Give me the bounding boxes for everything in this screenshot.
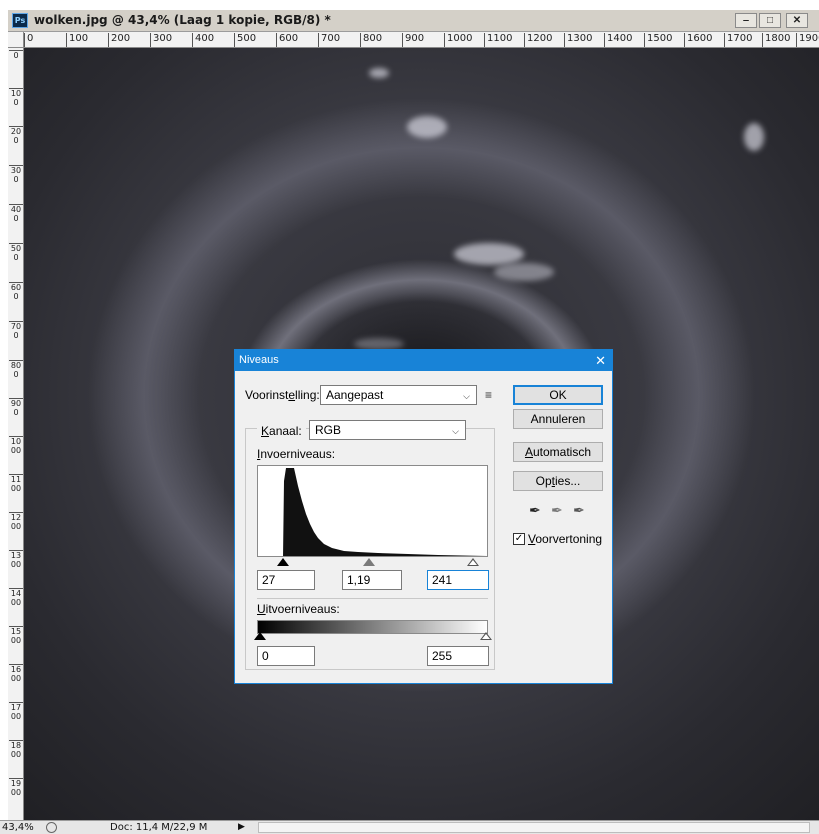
preset-select[interactable]: Aangepast ⌵ — [320, 385, 477, 405]
vruler-label: 1300 — [9, 550, 23, 569]
hruler-label: 1400 — [604, 33, 632, 47]
hruler-label: 1100 — [484, 33, 512, 47]
hruler-label: 1600 — [684, 33, 712, 47]
photoshop-icon: Ps — [12, 13, 28, 28]
hruler-label: 300 — [150, 33, 172, 47]
channel-select[interactable]: RGB ⌵ — [309, 420, 466, 440]
auto-button[interactable]: Automatisch — [513, 442, 603, 462]
vruler-label: 1900 — [9, 778, 23, 797]
vruler-label: 0 — [9, 50, 23, 60]
vruler-label: 200 — [9, 126, 23, 145]
vruler-label: 1100 — [9, 474, 23, 493]
hruler-label: 1200 — [524, 33, 552, 47]
vruler-label: 1600 — [9, 664, 23, 683]
cloud-highlight — [407, 116, 447, 138]
hruler-label: 1300 — [564, 33, 592, 47]
input-black-field[interactable]: 27 — [257, 570, 315, 590]
cloud-highlight — [354, 338, 404, 350]
output-gradient — [257, 620, 488, 634]
hruler-label: 1700 — [724, 33, 752, 47]
levels-dialog: Niveaus ✕ Voorinstelling: Aangepast ⌵ ≡ … — [234, 349, 613, 684]
preview-label: Voorvertoning — [528, 532, 603, 546]
black-eyedropper-icon[interactable]: ✒ — [529, 502, 541, 518]
close-document-button[interactable]: ✕ — [786, 13, 808, 28]
cloud-highlight — [369, 68, 389, 78]
dialog-title: Niveaus — [239, 354, 279, 366]
vertical-ruler[interactable]: 0 100 200 300 400 500 600 700 800 900 10… — [8, 48, 24, 820]
output-white-slider[interactable] — [480, 632, 492, 640]
vruler-label: 1400 — [9, 588, 23, 607]
output-levels-label: Uitvoerniveaus: — [257, 602, 340, 616]
output-black-slider[interactable] — [254, 632, 266, 640]
vruler-label: 700 — [9, 321, 23, 340]
hruler-label: 1800 — [762, 33, 790, 47]
document-size: Doc: 11,4 M/22,9 M — [110, 822, 208, 833]
vruler-label: 900 — [9, 398, 23, 417]
preview-checkbox[interactable]: ✓ — [513, 533, 525, 545]
vruler-label: 1200 — [9, 512, 23, 531]
hruler-label: 900 — [402, 33, 424, 47]
histogram — [257, 465, 488, 557]
vruler-label: 400 — [9, 204, 23, 223]
hruler-label: 700 — [318, 33, 340, 47]
chevron-down-icon: ⌵ — [463, 391, 470, 401]
histogram-graph — [283, 468, 487, 556]
hruler-label: 100 — [66, 33, 88, 47]
cancel-button[interactable]: Annuleren — [513, 409, 603, 429]
vruler-label: 1500 — [9, 626, 23, 645]
preset-menu-icon[interactable]: ≡ — [485, 388, 493, 402]
status-bar: 43,4% Doc: 11,4 M/22,9 M ▶ — [0, 820, 819, 834]
preset-label: Voorinstelling: — [245, 388, 320, 402]
input-gamma-slider[interactable] — [363, 558, 375, 566]
white-eyedropper-icon[interactable]: ✒ — [573, 502, 585, 518]
input-levels-label: Invoerniveaus: — [257, 447, 336, 461]
hruler-label: 1500 — [644, 33, 672, 47]
horizontal-scrollbar[interactable] — [258, 822, 810, 833]
cloud-highlight — [494, 263, 554, 281]
hruler-label: 1900 — [796, 33, 819, 47]
vruler-label: 1800 — [9, 740, 23, 759]
input-black-slider[interactable] — [277, 558, 289, 566]
cloud-highlight — [744, 123, 764, 151]
zoom-level[interactable]: 43,4% — [2, 822, 34, 833]
horizontal-ruler[interactable]: 0 100 200 300 400 500 600 700 800 900 10… — [24, 32, 819, 48]
divider — [257, 598, 488, 599]
dialog-close-button[interactable]: ✕ — [595, 353, 606, 368]
ruler-corner[interactable] — [8, 32, 24, 48]
input-white-slider[interactable] — [467, 558, 479, 566]
hruler-label: 500 — [234, 33, 256, 47]
hruler-label: 600 — [276, 33, 298, 47]
chevron-down-icon: ⌵ — [452, 426, 459, 436]
info-icon[interactable] — [46, 822, 57, 833]
output-white-field[interactable]: 255 — [427, 646, 489, 666]
output-black-field[interactable]: 0 — [257, 646, 315, 666]
hruler-label: 400 — [192, 33, 214, 47]
document-title: wolken.jpg @ 43,4% (Laag 1 kopie, RGB/8)… — [34, 13, 331, 27]
vruler-label: 300 — [9, 165, 23, 184]
vruler-label: 1000 — [9, 436, 23, 455]
vruler-label: 600 — [9, 282, 23, 301]
options-button[interactable]: Opties... — [513, 471, 603, 491]
hruler-label: 800 — [360, 33, 382, 47]
input-gamma-field[interactable]: 1,19 — [342, 570, 402, 590]
hruler-label: 200 — [108, 33, 130, 47]
status-menu-arrow-icon[interactable]: ▶ — [238, 822, 245, 832]
vruler-label: 500 — [9, 243, 23, 262]
vruler-label: 800 — [9, 360, 23, 379]
hruler-label: 1000 — [444, 33, 472, 47]
input-white-field[interactable]: 241 — [427, 570, 489, 590]
vruler-label: 1700 — [9, 702, 23, 721]
window-titlebar: Ps wolken.jpg @ 43,4% (Laag 1 kopie, RGB… — [8, 10, 819, 32]
dialog-titlebar: Niveaus ✕ — [235, 350, 612, 371]
channel-label: Kanaal: — [257, 424, 306, 438]
maximize-button[interactable]: □ — [759, 13, 781, 28]
ok-button[interactable]: OK — [513, 385, 603, 405]
cloud-highlight — [454, 243, 524, 265]
minimize-button[interactable]: ‒ — [735, 13, 757, 28]
vruler-label: 100 — [9, 88, 23, 107]
gray-eyedropper-icon[interactable]: ✒ — [551, 502, 563, 518]
hruler-label: 0 — [24, 33, 33, 47]
